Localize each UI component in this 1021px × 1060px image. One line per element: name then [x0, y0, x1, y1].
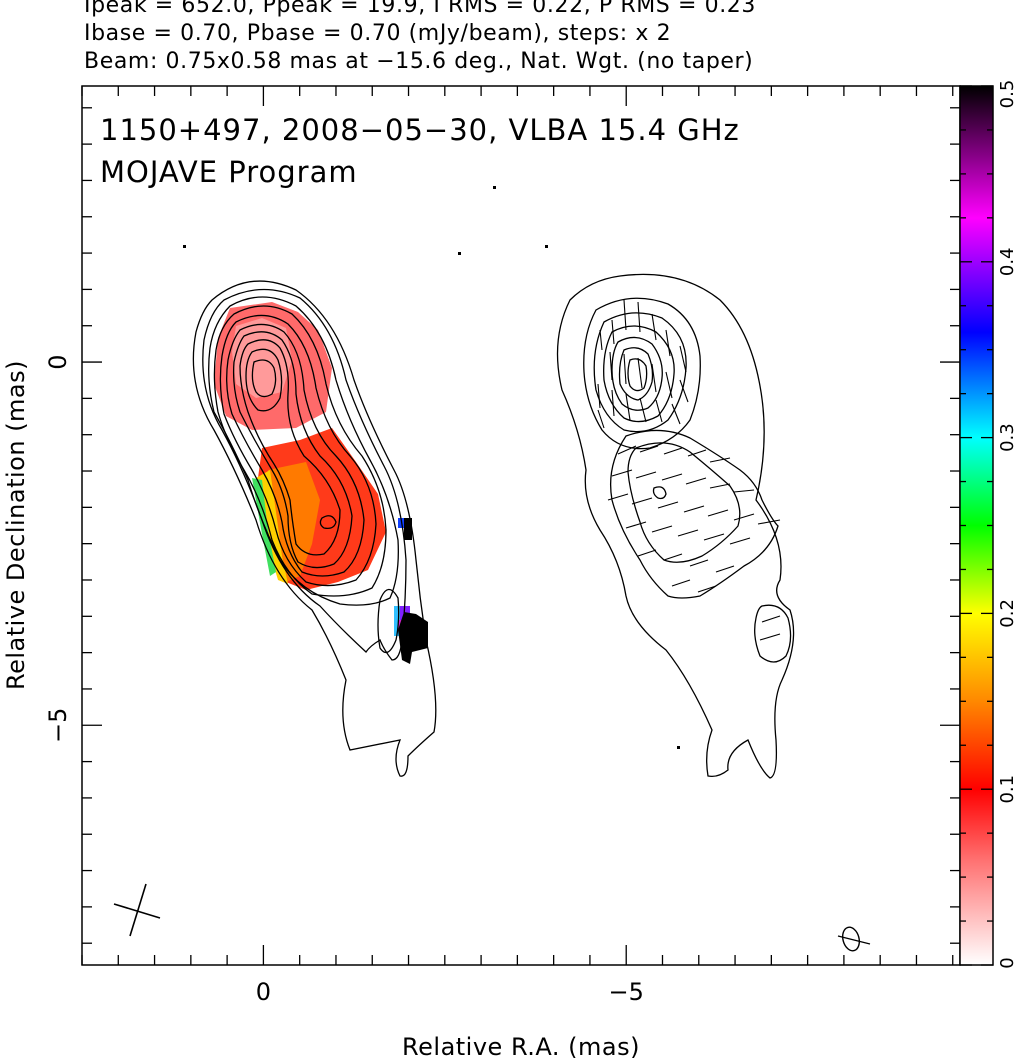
jet-edge-pixel-black [404, 518, 412, 540]
x-tick-label: −5 [609, 978, 644, 1006]
x-tick-labels: 0 −5 [256, 978, 644, 1006]
panel-title: 1150+497, 2008−05−30, VLBA 15.4 GHz [100, 113, 740, 147]
header-beam-info: Beam: 0.75x0.58 mas at −15.6 deg., Nat. … [84, 49, 754, 74]
x-axis-label: Relative R.A. (mas) [402, 1033, 640, 1060]
colorbar-tick-label: 0.1 [997, 775, 1018, 804]
noise-dots [183, 186, 680, 749]
beam-ellipse [837, 926, 871, 952]
beam-cross [113, 883, 161, 937]
y-axis-label: Relative Declination (mas) [2, 360, 30, 690]
jet-edge-pixel-black-cluster [398, 612, 428, 664]
y-tick-labels: 0 −5 [44, 354, 72, 743]
polarization-vectors [597, 299, 781, 641]
colorbar-tick-labels: 0 0.1 0.2 0.3 0.4 0.5 [997, 80, 1018, 969]
polarized-intensity-contours [556, 273, 795, 779]
colorbar-tick-label: 0.5 [997, 80, 1018, 109]
core-peak-polarization [232, 318, 292, 398]
header-intensity-stats: Ipeak = 652.0, Ppeak = 19.9, I RMS = 0.2… [84, 0, 756, 18]
total-intensity-contours [192, 280, 437, 777]
colorbar-tick-label: 0 [997, 957, 1018, 968]
y-tick-label: −5 [44, 708, 72, 743]
polarization-color-map [214, 302, 428, 664]
colorbar-ticks [960, 85, 993, 966]
panel-subtitle: MOJAVE Program [100, 155, 358, 189]
header-base-levels: Ibase = 0.70, Pbase = 0.70 (mJy/beam), s… [84, 21, 672, 46]
y-tick-label: 0 [44, 354, 72, 369]
axis-ticks [81, 86, 960, 965]
plot-frame [81, 85, 961, 966]
colorbar-tick-label: 0.4 [997, 247, 1018, 276]
x-tick-label: 0 [256, 978, 271, 1006]
colorbar-tick-label: 0.3 [997, 423, 1018, 452]
colorbar-tick-label: 0.2 [997, 599, 1018, 628]
